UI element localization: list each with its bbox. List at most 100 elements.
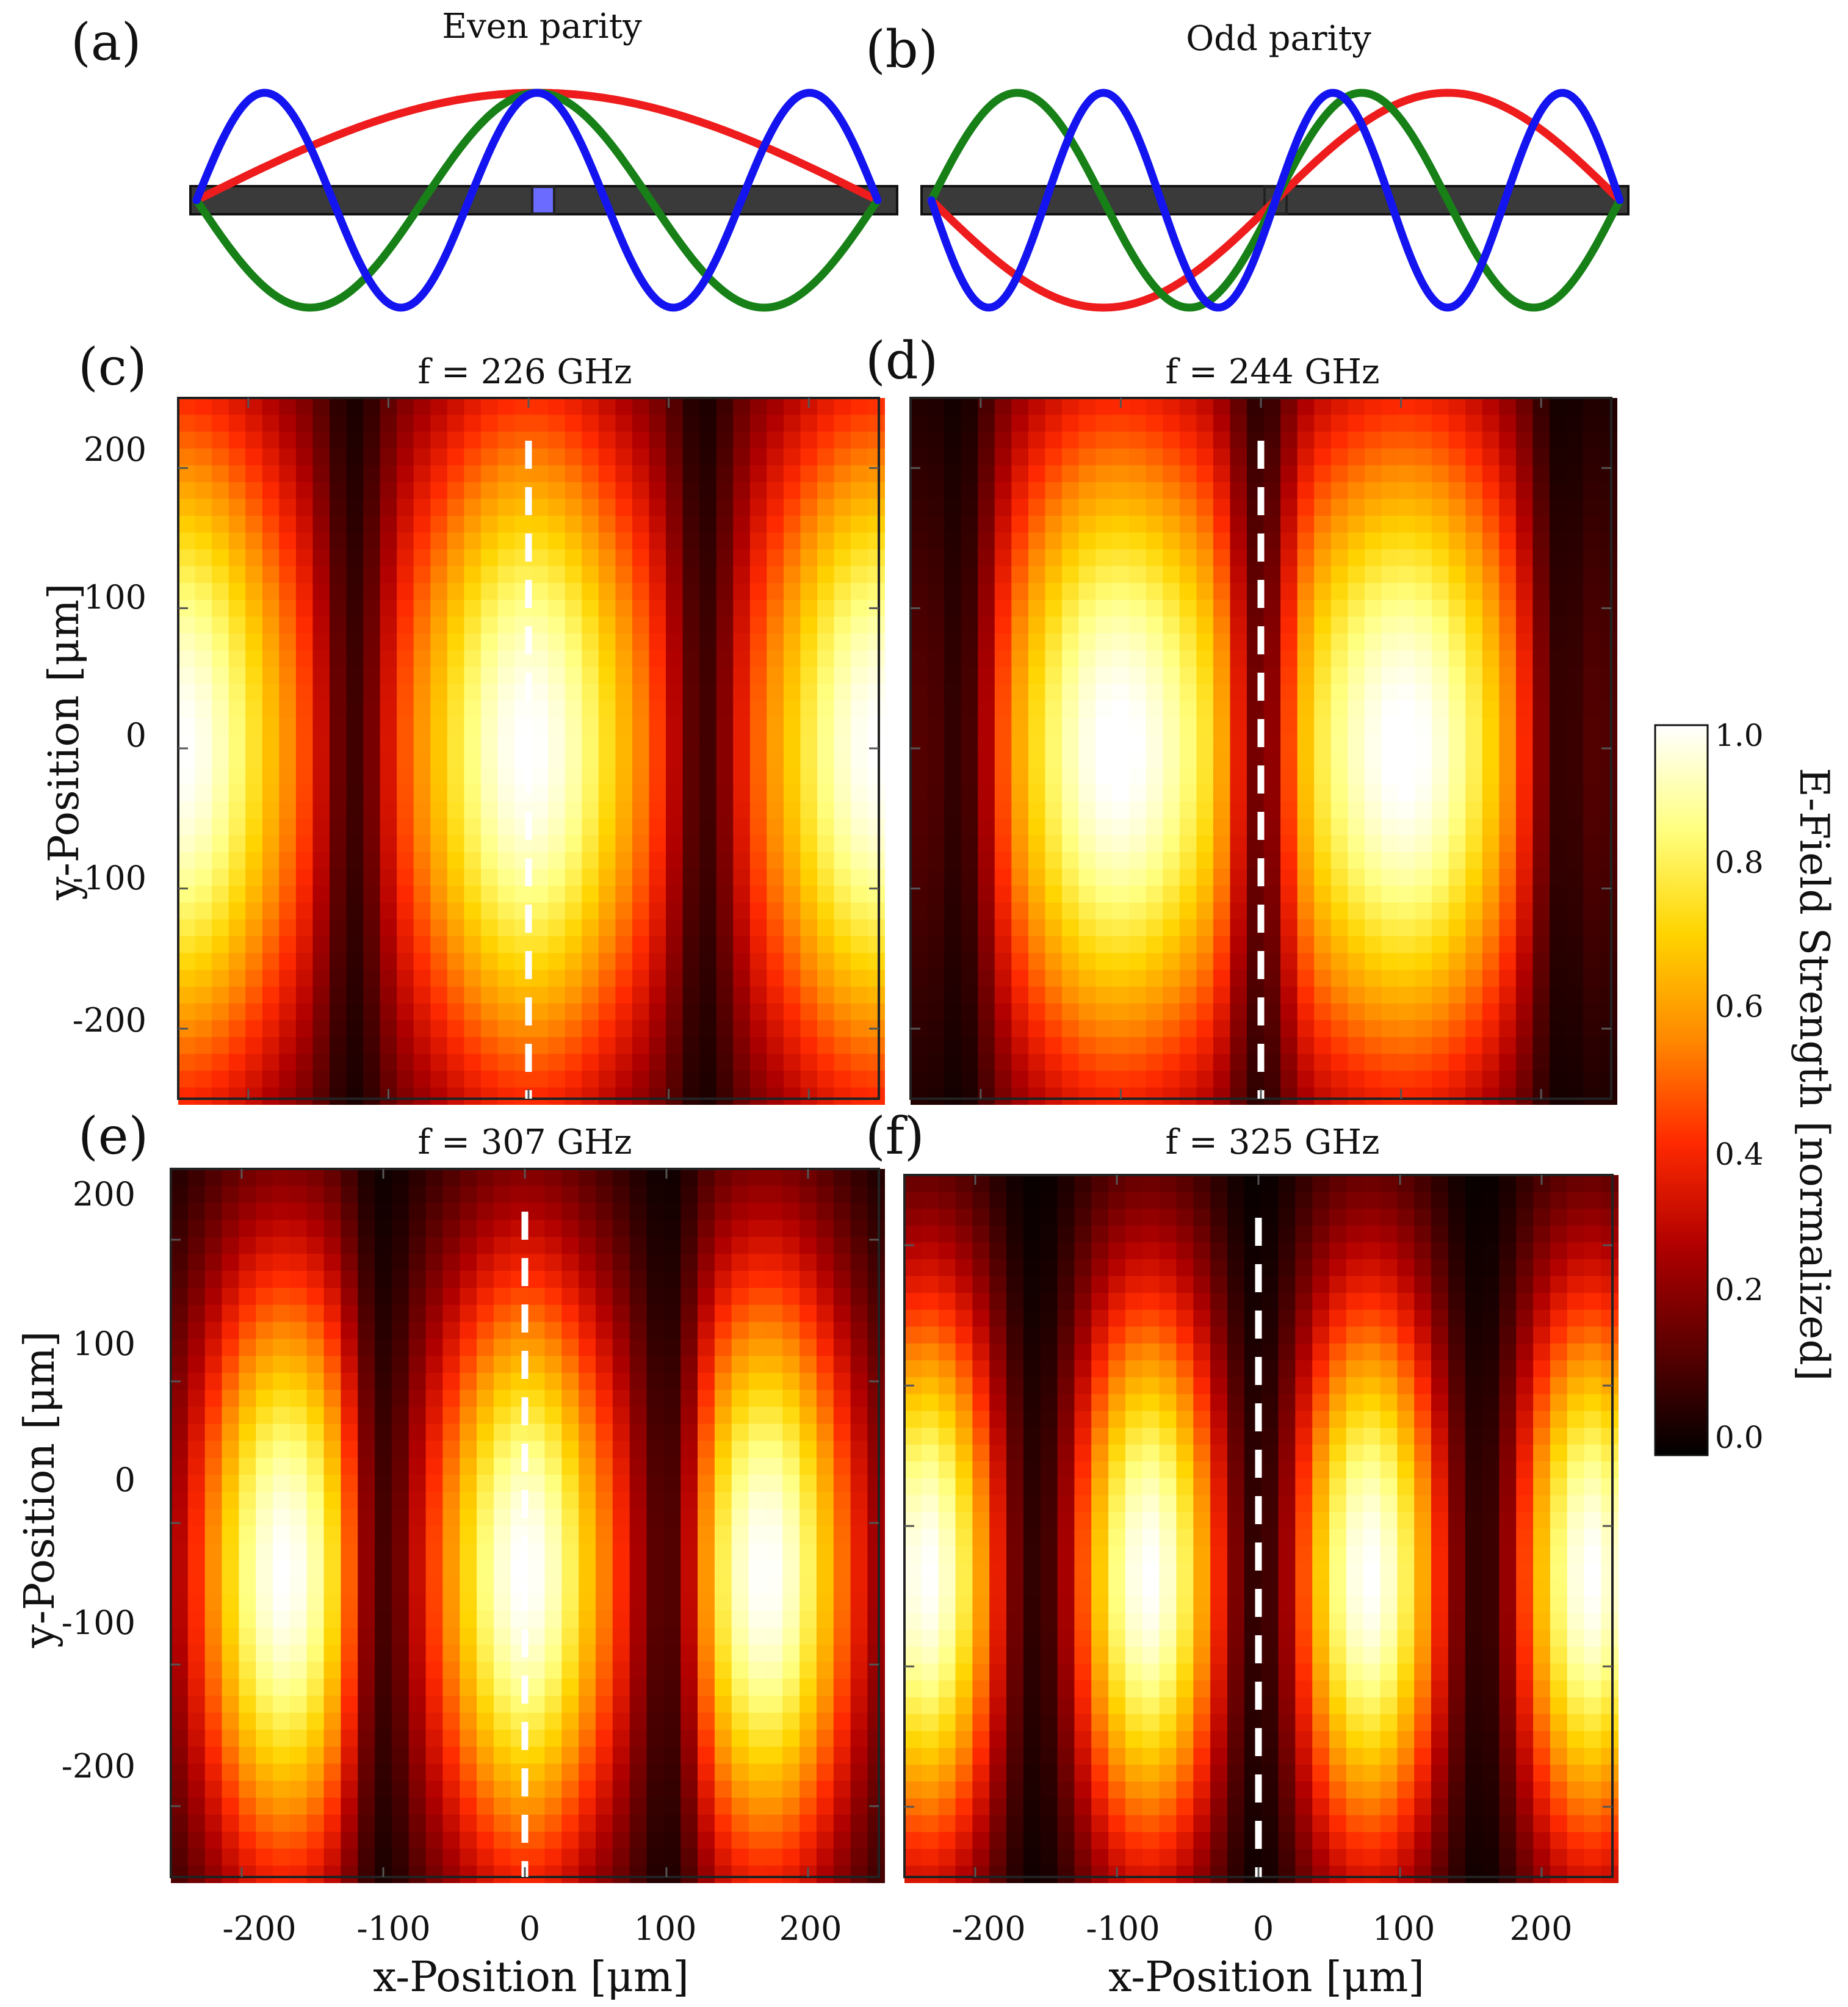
heatmap-cell bbox=[680, 1679, 698, 1696]
heatmap-cell bbox=[749, 986, 768, 1004]
heatmap-cell bbox=[1146, 1071, 1164, 1088]
heatmap-cell bbox=[295, 1020, 314, 1038]
heatmap-cell bbox=[816, 1237, 834, 1254]
heatmap-cell bbox=[1330, 549, 1349, 567]
heatmap-cell bbox=[579, 1339, 596, 1356]
heatmap-cell bbox=[682, 818, 700, 836]
heatmap-cell bbox=[1330, 566, 1349, 584]
heatmap-cell bbox=[295, 599, 314, 617]
heatmap-cell bbox=[629, 1525, 648, 1544]
heatmap-cell bbox=[834, 700, 851, 718]
heatmap-cell bbox=[408, 1644, 427, 1663]
heatmap-cell bbox=[1011, 734, 1029, 752]
heatmap-cell bbox=[1364, 936, 1382, 954]
heatmap-cell bbox=[514, 700, 532, 718]
heatmap-cell bbox=[1398, 684, 1416, 701]
heatmap-cell bbox=[1095, 869, 1113, 886]
heatmap-cell bbox=[363, 684, 381, 701]
heatmap-cell bbox=[927, 969, 945, 988]
heatmap-cell bbox=[716, 751, 734, 768]
heatmap-cell bbox=[1028, 919, 1046, 937]
heatmap-cell bbox=[1415, 1087, 1432, 1105]
heatmap-cell bbox=[1600, 1087, 1617, 1105]
heatmap-cell bbox=[245, 852, 263, 870]
heatmap-cell bbox=[1348, 919, 1365, 937]
heatmap-cell bbox=[596, 1389, 613, 1408]
heatmap-cell bbox=[978, 650, 995, 668]
heatmap-cell bbox=[1062, 902, 1080, 920]
heatmap-cell bbox=[187, 1373, 206, 1390]
heatmap-cell bbox=[413, 1054, 431, 1071]
heatmap-cell bbox=[1062, 599, 1080, 617]
heatmap-cell bbox=[663, 1696, 681, 1713]
heatmap-cell bbox=[1247, 515, 1265, 533]
heatmap-cell bbox=[1112, 835, 1130, 853]
heatmap-cell bbox=[565, 482, 583, 500]
heatmap-cell bbox=[256, 1185, 273, 1204]
heatmap-cell bbox=[1045, 398, 1063, 416]
heatmap-cell bbox=[961, 751, 979, 768]
heatmap-cell bbox=[699, 936, 717, 954]
heatmap-cell bbox=[629, 1271, 648, 1289]
heatmap-cell bbox=[783, 734, 801, 752]
heatmap-cell bbox=[1263, 784, 1281, 803]
heatmap-cell bbox=[460, 1627, 477, 1646]
heatmap-cell bbox=[1297, 432, 1315, 449]
heatmap-cell bbox=[867, 1220, 885, 1238]
heatmap-cell bbox=[1062, 869, 1080, 886]
heatmap-cell bbox=[1112, 953, 1130, 971]
heatmap-cell bbox=[408, 1610, 427, 1629]
heatmap-cell bbox=[245, 1054, 263, 1071]
heatmap-cell bbox=[1263, 801, 1281, 819]
heatmap-cell bbox=[978, 936, 995, 954]
heatmap-cell bbox=[1364, 835, 1382, 853]
heatmap-cell bbox=[867, 835, 885, 853]
heatmap-cell bbox=[346, 549, 364, 567]
heatmap-cell bbox=[363, 532, 381, 550]
heatmap-cell bbox=[1448, 1037, 1467, 1055]
heatmap-cell bbox=[927, 751, 945, 768]
heatmap-cell bbox=[279, 1071, 297, 1088]
heatmap-cell bbox=[767, 1020, 784, 1038]
heatmap-cell bbox=[733, 734, 751, 752]
heatmap-cell bbox=[178, 499, 196, 516]
heatmap-cell bbox=[330, 432, 347, 449]
heatmap-cell bbox=[682, 1037, 700, 1055]
heatmap-cell bbox=[187, 1542, 206, 1561]
heatmap-cell bbox=[767, 986, 784, 1004]
heatmap-cell bbox=[1062, 465, 1080, 483]
heatmap-cell bbox=[666, 919, 684, 937]
heatmap-cell bbox=[927, 1037, 945, 1055]
heatmap-cell bbox=[867, 1560, 885, 1577]
heatmap-cell bbox=[927, 414, 945, 432]
heatmap-cell bbox=[312, 667, 330, 685]
heatmap-cell bbox=[767, 969, 784, 988]
heatmap-cell bbox=[413, 583, 431, 601]
heatmap-cell bbox=[944, 902, 962, 920]
heatmap-cell bbox=[867, 768, 885, 786]
heatmap-cell bbox=[408, 1254, 427, 1271]
heatmap-cell bbox=[579, 1202, 596, 1221]
heatmap-cell bbox=[834, 886, 851, 903]
heatmap-cell bbox=[204, 1389, 223, 1408]
heatmap-cell bbox=[464, 667, 482, 685]
heatmap-cell bbox=[1348, 784, 1365, 803]
heatmap-cell bbox=[598, 852, 616, 870]
heatmap-cell bbox=[178, 667, 196, 685]
heatmap-cell bbox=[178, 1003, 196, 1021]
heatmap-cell bbox=[1196, 432, 1214, 449]
heatmap-cell bbox=[698, 1423, 715, 1442]
heatmap-cell bbox=[612, 1304, 630, 1323]
heatmap-cell bbox=[615, 633, 633, 651]
heatmap-cell bbox=[480, 801, 499, 819]
heatmap-cell bbox=[800, 633, 818, 651]
heatmap-cell bbox=[598, 633, 616, 651]
heatmap-cell bbox=[1078, 919, 1096, 937]
heatmap-cell bbox=[833, 1271, 851, 1289]
heatmap-cell bbox=[494, 1475, 511, 1492]
heatmap-cell bbox=[1028, 667, 1046, 685]
heatmap-cell bbox=[867, 784, 885, 803]
heatmap-cell bbox=[380, 499, 397, 516]
heatmap-cell bbox=[358, 1185, 375, 1204]
heatmap-cell bbox=[1566, 1071, 1584, 1088]
